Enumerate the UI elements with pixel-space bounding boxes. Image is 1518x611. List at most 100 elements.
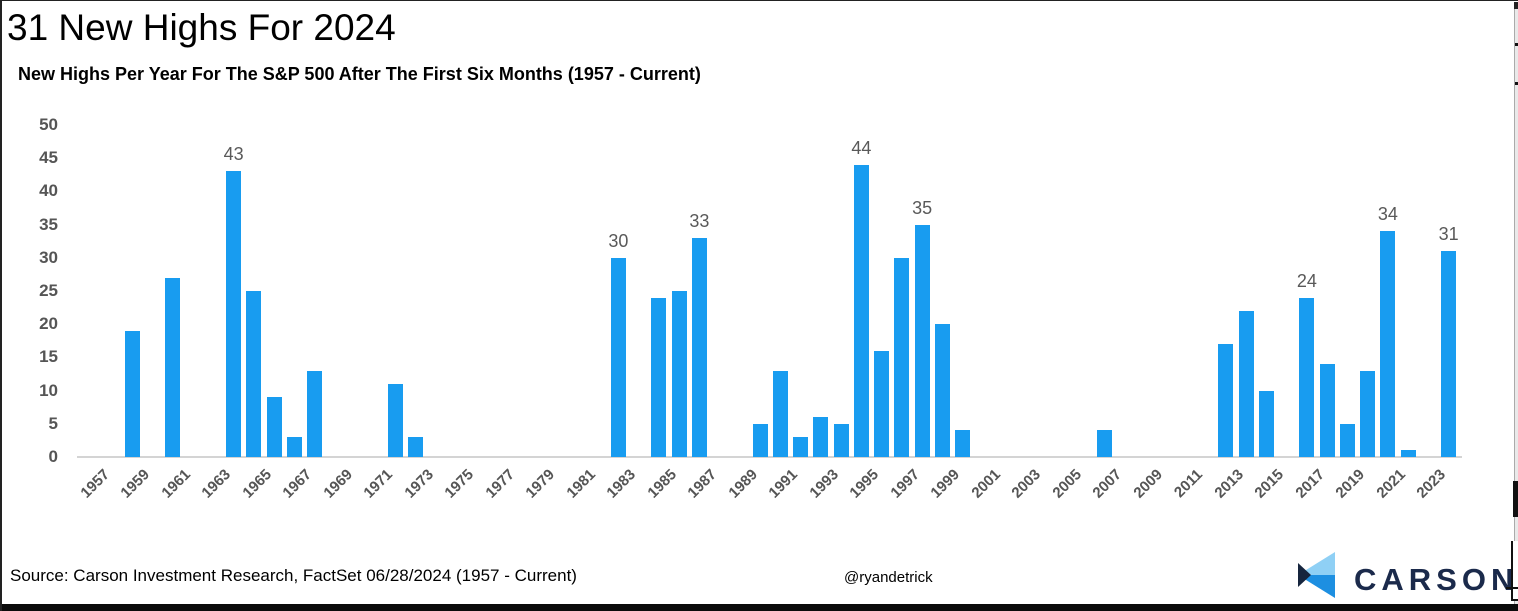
carson-logo: CARSON bbox=[1298, 552, 1513, 600]
x-axis-tick-2023: 2023 bbox=[1413, 466, 1450, 502]
y-axis-tick-30: 30 bbox=[39, 247, 58, 267]
bar-2007 bbox=[1096, 430, 1112, 457]
bar-1987 bbox=[691, 237, 707, 457]
x-axis-tick-1971: 1971 bbox=[360, 466, 397, 502]
bar-1990 bbox=[752, 423, 768, 457]
y-axis-tick-10: 10 bbox=[39, 380, 58, 400]
bar-1983 bbox=[610, 257, 626, 457]
bar-2024 bbox=[1441, 251, 1457, 457]
bar-2015 bbox=[1258, 390, 1274, 457]
x-axis-tick-2017: 2017 bbox=[1292, 466, 1328, 502]
bar-1968 bbox=[307, 370, 323, 457]
bar-1991 bbox=[772, 370, 788, 457]
x-axis-tick-2011: 2011 bbox=[1171, 466, 1207, 502]
scrollbar-top-cap bbox=[1514, 2, 1518, 9]
x-axis-line bbox=[77, 456, 1462, 458]
data-label-1983: 30 bbox=[608, 230, 629, 251]
x-axis-tick-1993: 1993 bbox=[806, 466, 842, 502]
window-corner-box bbox=[1511, 541, 1518, 601]
data-label-2017: 24 bbox=[1296, 270, 1317, 291]
scrollbar-thumb[interactable] bbox=[1513, 481, 1518, 517]
x-axis-tick-2013: 2013 bbox=[1211, 466, 1247, 502]
x-axis-tick-2009: 2009 bbox=[1130, 466, 1166, 502]
y-axis-tick-35: 35 bbox=[39, 214, 58, 234]
bar-2019 bbox=[1339, 423, 1355, 457]
x-axis-tick-1959: 1959 bbox=[117, 466, 154, 502]
scrollbar-dash-icon bbox=[1515, 82, 1518, 85]
bar-2022 bbox=[1400, 450, 1416, 457]
x-axis-tick-1969: 1969 bbox=[320, 466, 356, 502]
bar-1996 bbox=[874, 350, 890, 457]
x-axis-tick-1983: 1983 bbox=[603, 466, 640, 502]
bar-1997 bbox=[894, 257, 910, 457]
bar-2017 bbox=[1299, 297, 1315, 457]
y-axis-tick-50: 50 bbox=[39, 115, 58, 134]
x-axis-tick-1989: 1989 bbox=[725, 466, 761, 502]
carson-chevron-icon bbox=[1298, 552, 1336, 604]
x-axis-tick-1979: 1979 bbox=[522, 466, 559, 502]
y-axis-tick-20: 20 bbox=[39, 314, 58, 334]
bar-1986 bbox=[671, 291, 687, 457]
x-axis-tick-1973: 1973 bbox=[401, 466, 437, 502]
x-axis-tick-2019: 2019 bbox=[1332, 466, 1369, 502]
x-axis-tick-1963: 1963 bbox=[198, 466, 235, 502]
data-label-1995: 44 bbox=[851, 137, 872, 158]
bar-1964 bbox=[226, 171, 242, 457]
bar-1995 bbox=[853, 164, 869, 457]
bar-1961 bbox=[165, 277, 181, 457]
bar-1965 bbox=[246, 291, 262, 457]
x-axis-tick-1975: 1975 bbox=[441, 466, 478, 502]
x-axis-tick-2003: 2003 bbox=[1008, 466, 1045, 502]
x-axis-tick-1997: 1997 bbox=[887, 466, 923, 502]
bar-2014 bbox=[1238, 310, 1254, 457]
data-label-1998: 35 bbox=[912, 197, 933, 218]
x-axis-tick-1987: 1987 bbox=[684, 466, 721, 502]
y-axis-tick-0: 0 bbox=[48, 447, 58, 466]
y-axis-tick-45: 45 bbox=[39, 148, 58, 168]
bar-2000 bbox=[955, 430, 971, 457]
carson-logo-text: CARSON bbox=[1354, 562, 1518, 597]
y-axis-tick-25: 25 bbox=[39, 281, 58, 300]
x-axis-tick-1957: 1957 bbox=[77, 466, 113, 502]
x-axis-tick-1967: 1967 bbox=[279, 466, 316, 502]
x-axis-tick-2005: 2005 bbox=[1049, 466, 1085, 502]
x-axis-tick-1961: 1961 bbox=[158, 466, 194, 502]
bar-1992 bbox=[793, 437, 809, 457]
data-label-2021: 34 bbox=[1377, 204, 1398, 225]
x-axis-tick-2021: 2021 bbox=[1373, 466, 1409, 502]
bar-1972 bbox=[388, 383, 404, 457]
scrollbar-dash-icon bbox=[1515, 43, 1518, 46]
scrollbar-track[interactable] bbox=[1514, 2, 1518, 604]
bar-2020 bbox=[1360, 370, 1376, 457]
bar-2021 bbox=[1380, 231, 1396, 457]
bar-1993 bbox=[813, 417, 829, 457]
x-axis-tick-1965: 1965 bbox=[239, 466, 275, 502]
x-axis-tick-1995: 1995 bbox=[846, 466, 883, 502]
bar-2018 bbox=[1319, 364, 1335, 457]
page-title: 31 New Highs For 2024 bbox=[7, 7, 396, 48]
bottom-edge-bar bbox=[2, 604, 1518, 611]
data-label-1964: 43 bbox=[223, 144, 244, 165]
y-axis-tick-5: 5 bbox=[48, 413, 58, 433]
x-axis-tick-2001: 2001 bbox=[968, 466, 1004, 502]
data-label-1987: 33 bbox=[689, 210, 710, 231]
x-axis-tick-1981: 1981 bbox=[563, 466, 599, 502]
bar-2013 bbox=[1218, 344, 1234, 457]
x-axis-tick-2015: 2015 bbox=[1251, 466, 1288, 502]
bar-1998 bbox=[914, 224, 930, 457]
window-corner-dash bbox=[1506, 587, 1518, 589]
bar-1967 bbox=[286, 437, 302, 457]
bar-1994 bbox=[833, 423, 849, 457]
chart-subtitle: New Highs Per Year For The S&P 500 After… bbox=[18, 64, 701, 84]
bar-1966 bbox=[266, 397, 282, 457]
source-attribution: Source: Carson Investment Research, Fact… bbox=[10, 566, 577, 585]
bar-chart: 0 5 10 15 20 25 30 35 40 45 50 43 30 33 44 35 24 34 31 1957… bbox=[2, 1, 1514, 561]
x-axis-tick-2007: 2007 bbox=[1089, 466, 1126, 502]
bar-1985 bbox=[651, 297, 667, 457]
x-axis-tick-1977: 1977 bbox=[482, 466, 518, 502]
bar-1973 bbox=[408, 437, 424, 457]
x-axis-tick-1985: 1985 bbox=[644, 466, 680, 502]
x-axis-tick-1991: 1991 bbox=[765, 466, 802, 502]
bar-1999 bbox=[934, 324, 950, 457]
